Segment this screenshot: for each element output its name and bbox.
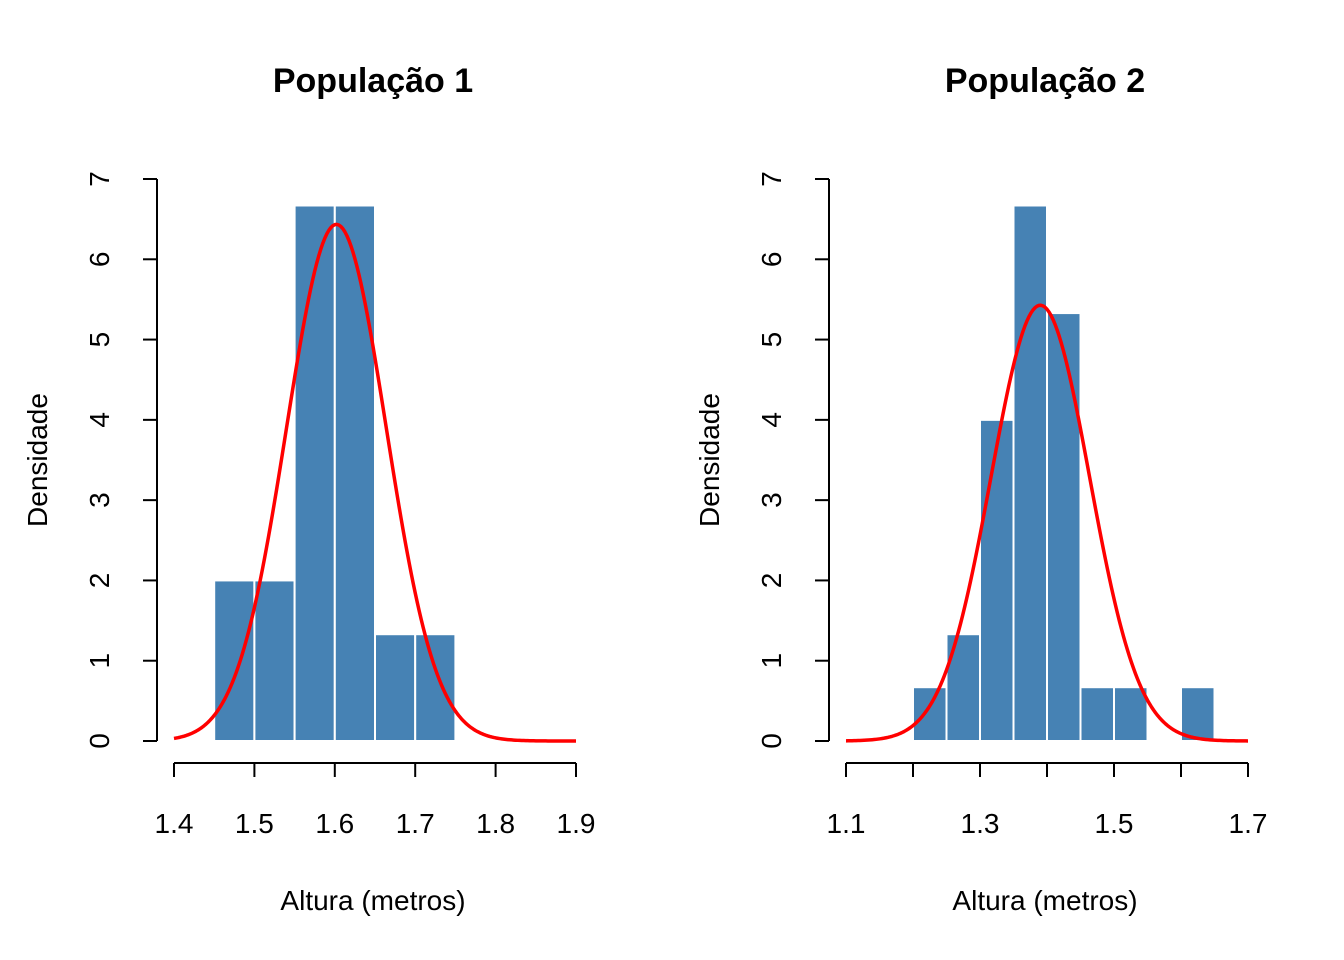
x-tick-label: 1.8 [476,808,515,839]
density-curve-group [173,222,577,743]
x-tick-label: 1.5 [1095,808,1134,839]
x-tick-label: 1.3 [961,808,1000,839]
chart-title: População 2 [945,62,1145,100]
y-axis: 0 1 2 3 4 5 6 7 [756,171,830,749]
x-axis: 1.4 1.5 1.6 1.7 1.8 1.9 [155,762,596,839]
y-tick-label: 0 [84,733,115,749]
x-tick-label: 1.1 [827,808,866,839]
histogram-bar-5 [1079,686,1115,742]
histogram-bar-4 [374,633,417,742]
histogram-bar-8 [1180,686,1216,742]
y-tick-label: 1 [756,653,787,669]
y-tick-label: 6 [84,251,115,267]
y-tick-label: 2 [84,573,115,589]
y-tick-label: 2 [756,573,787,589]
y-tick-label: 5 [84,332,115,348]
chart-title: População 1 [273,62,473,100]
x-tick-label: 1.6 [315,808,354,839]
y-tick-label: 0 [756,733,787,749]
x-tick-label: 1.7 [1229,808,1268,839]
density-curve [845,303,1249,743]
y-tick-label: 4 [756,412,787,428]
y-tick-label: 7 [756,171,787,187]
x-tick-label: 1.9 [557,808,596,839]
histogram-bar-3 [333,204,376,743]
density-curve-group [845,303,1249,743]
y-axis-label: Densidade [22,393,53,527]
x-tick-label: 1.4 [155,808,194,839]
x-axis-label: Altura (metros) [952,885,1137,916]
histogram-bar-1 [945,633,981,742]
y-axis-label: Densidade [694,393,725,527]
y-axis: 0 1 2 3 4 5 6 7 [84,171,158,749]
histogram-bar-2 [979,418,1015,742]
density-curve [173,222,577,743]
histogram-bar-4 [1046,312,1082,742]
histogram-bars [912,204,1216,743]
x-axis-label: Altura (metros) [280,885,465,916]
y-tick-label: 3 [756,492,787,508]
y-tick-label: 6 [756,251,787,267]
histogram-bar-3 [1012,204,1048,743]
x-tick-label: 1.7 [396,808,435,839]
histogram-bar-2 [293,204,336,743]
histogram-bar-0 [912,686,948,742]
x-axis: 1.1 1.3 1.5 1.7 [827,762,1268,839]
y-tick-label: 5 [756,332,787,348]
histogram-bar-0 [213,579,256,743]
histogram-bar-5 [414,633,457,742]
histogram-bar-1 [253,579,296,743]
histogram-bar-6 [1113,686,1149,742]
panel-populacao-1: População 1 Altura (metros) Densidade 1.… [22,62,595,916]
y-tick-label: 7 [84,171,115,187]
y-tick-label: 1 [84,653,115,669]
histogram-bars [213,204,457,743]
y-tick-label: 3 [84,492,115,508]
panel-populacao-2: População 2 Altura (metros) Densidade 1.… [694,62,1267,916]
y-tick-label: 4 [84,412,115,428]
x-tick-label: 1.5 [235,808,274,839]
